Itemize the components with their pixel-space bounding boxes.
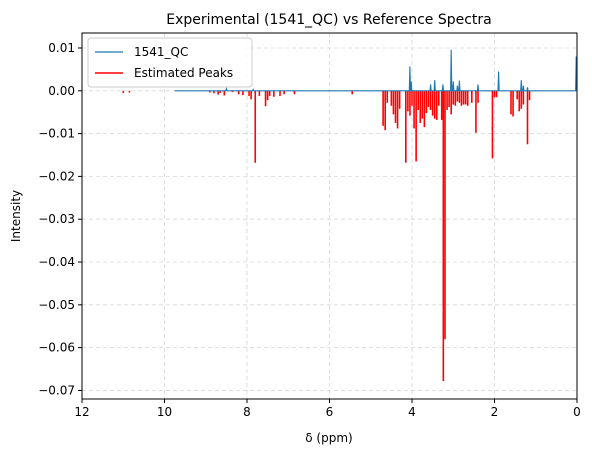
y-tick-label: 0.00	[48, 84, 75, 98]
x-tick-label: 0	[573, 405, 581, 419]
y-tick-label: −0.03	[38, 212, 75, 226]
chart-title: Experimental (1541_QC) vs Reference Spec…	[166, 12, 492, 28]
series-line-1541-qc	[174, 49, 578, 92]
y-axis-ticks: 0.01 0.00 −0.01 −0.02 −0.03 −0.04 −0.05 −0.06 −0…	[38, 41, 82, 397]
legend-frame	[87, 37, 253, 88]
x-tick-label: 2	[491, 405, 499, 419]
y-tick-label: −0.05	[38, 298, 75, 312]
x-tick-label: 10	[157, 405, 172, 419]
x-axis-ticks: 12 10 8 6 4 2 0	[74, 399, 581, 419]
legend: 1541_QC Estimated Peaks	[87, 37, 253, 88]
legend-label-1541-qc: 1541_QC	[134, 45, 188, 59]
y-tick-label: 0.01	[48, 41, 75, 55]
y-axis-label: Intensity	[9, 190, 23, 242]
x-tick-label: 4	[408, 405, 416, 419]
x-tick-label: 12	[74, 405, 89, 419]
legend-label-estimated-peaks: Estimated Peaks	[134, 66, 233, 80]
grid	[81, 33, 578, 399]
x-tick-label: 6	[326, 405, 334, 419]
y-tick-label: −0.07	[38, 383, 75, 397]
series-layer	[122, 49, 578, 382]
y-tick-label: −0.04	[38, 255, 75, 269]
x-axis-label: δ (ppm)	[305, 431, 352, 445]
y-tick-label: −0.06	[38, 341, 75, 355]
y-tick-label: −0.01	[38, 127, 75, 141]
x-tick-label: 8	[243, 405, 251, 419]
y-tick-label: −0.02	[38, 169, 75, 183]
